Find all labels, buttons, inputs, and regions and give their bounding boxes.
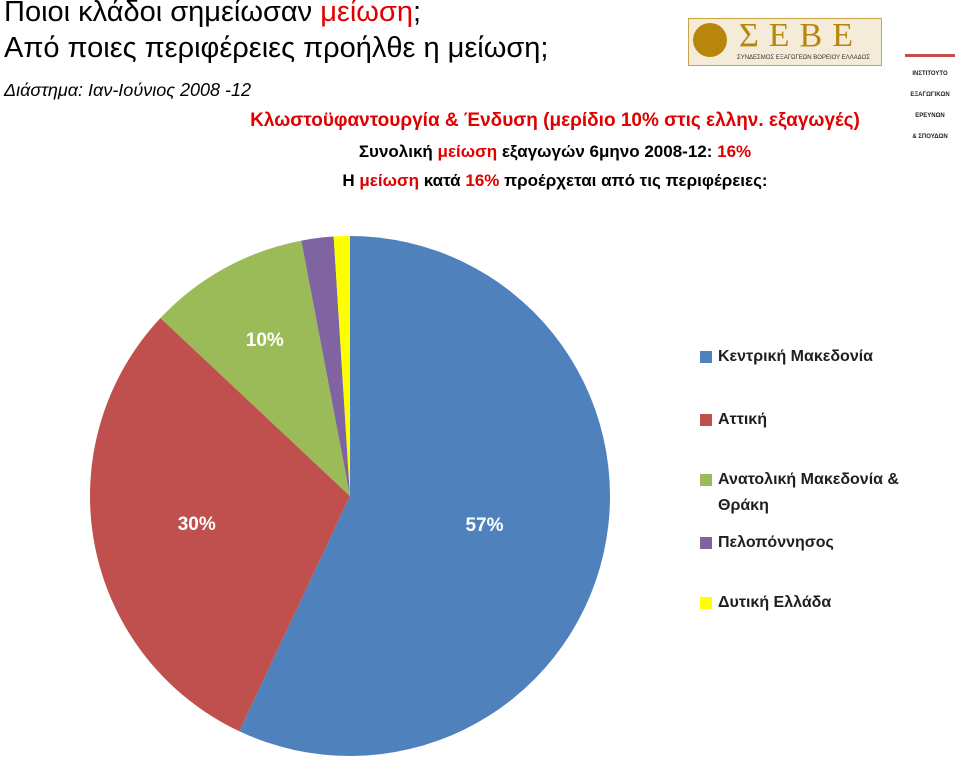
subtitle-part: 16% xyxy=(465,171,500,190)
logo-line: ΕΞΑΓΩΓΙΚΩΝ xyxy=(910,92,950,98)
heading: Ποιοι κλάδοι σημείωσαν μείωση; xyxy=(4,0,421,29)
legend-label: Δυτική Ελλάδα xyxy=(718,594,832,611)
logo-emblem xyxy=(693,23,727,57)
legend-item: Δυτική Ελλάδα xyxy=(700,590,946,616)
legend-item: Ανατολική Μακεδονία & Θράκη xyxy=(700,467,946,519)
logo-sebe: ΣΕΒΕ ΣΥΝΔΕΣΜΟΣ ΕΞΑΓΩΓΕΩΝ ΒΟΡΕΙΟΥ ΕΛΛΑΔΟΣ xyxy=(688,17,882,66)
data-label: 30% xyxy=(178,514,216,535)
logo-mark xyxy=(905,28,955,57)
subtitle-part: 16% xyxy=(717,142,752,161)
data-label: 1% xyxy=(341,199,369,220)
legend-label: Αττική xyxy=(718,411,767,428)
logo-line: ΙΝΣΤΙΤΟΥΤΟ xyxy=(912,71,948,77)
legend-swatch xyxy=(700,351,712,363)
legend-swatch xyxy=(700,414,712,426)
legend-swatch xyxy=(700,537,712,549)
legend-label: Πελοπόννησος xyxy=(718,534,834,551)
period: Διάστημα: Ιαν-Ιούνιος 2008 -12 xyxy=(4,80,252,100)
data-label: 10% xyxy=(246,330,284,351)
legend-swatch xyxy=(700,597,712,609)
pie-slice xyxy=(239,236,611,756)
logo-line: ΕΡΕΥΝΩΝ xyxy=(915,113,945,119)
legend-item: Αττική xyxy=(700,407,946,433)
pie-slice xyxy=(89,318,350,732)
heading-part: ; xyxy=(412,0,422,28)
legend-item: Κεντρική Μακεδονία xyxy=(700,344,946,370)
chart-subtitle: Συνολική μείωση εξαγωγών 6μηνο 2008-12: … xyxy=(0,142,960,162)
subtitle-part: μείωση xyxy=(359,171,419,190)
heading: Από ποιες περιφέρειες προήλθε η μείωση; xyxy=(4,32,549,64)
legend-swatch xyxy=(700,474,712,486)
logo-caption: ΣΥΝΔΕΣΜΟΣ ΕΞΑΓΩΓΕΩΝ ΒΟΡΕΙΟΥ ΕΛΛΑΔΟΣ xyxy=(737,55,870,61)
data-label: 2% xyxy=(287,201,315,222)
pie-slice xyxy=(160,240,350,496)
legend-item: Πελοπόννησος xyxy=(700,530,946,556)
legend-label: Κεντρική Μακεδονία xyxy=(718,348,874,365)
logo-line: & ΣΠΟΥΔΩΝ xyxy=(912,134,948,140)
logo-iees: ΙΝΣΤΙΤΟΥΤΟ ΕΞΑΓΩΓΙΚΩΝ ΕΡΕΥΝΩΝ & ΣΠΟΥΔΩΝ xyxy=(905,14,955,140)
subtitle-part: Η xyxy=(342,171,360,190)
subtitle-part: εξαγωγών 6μηνο 2008-12: xyxy=(497,142,718,161)
chart-subtitle: Η μείωση κατά 16% προέρχεται από τις περ… xyxy=(0,171,960,191)
subtitle-part: κατά xyxy=(418,171,466,190)
subtitle-part: μείωση xyxy=(437,142,498,161)
pie-slice xyxy=(301,236,350,496)
pie-slice xyxy=(333,236,350,496)
subtitle-part: Συνολική xyxy=(358,142,438,161)
legend-label: Ανατολική Μακεδονία & Θράκη xyxy=(718,471,899,514)
chart-title: Κλωστοϋφαντουργία & Ένδυση (μερίδιο 10% … xyxy=(250,110,860,131)
logo-text: ΣΕΒΕ xyxy=(739,17,864,54)
heading-part: Ποιοι κλάδοι σημείωσαν xyxy=(4,0,321,28)
data-label: 57% xyxy=(465,515,503,536)
subtitle-part: προέρχεται από τις περιφέρειες: xyxy=(499,171,768,190)
heading-part: μείωση xyxy=(320,0,413,28)
